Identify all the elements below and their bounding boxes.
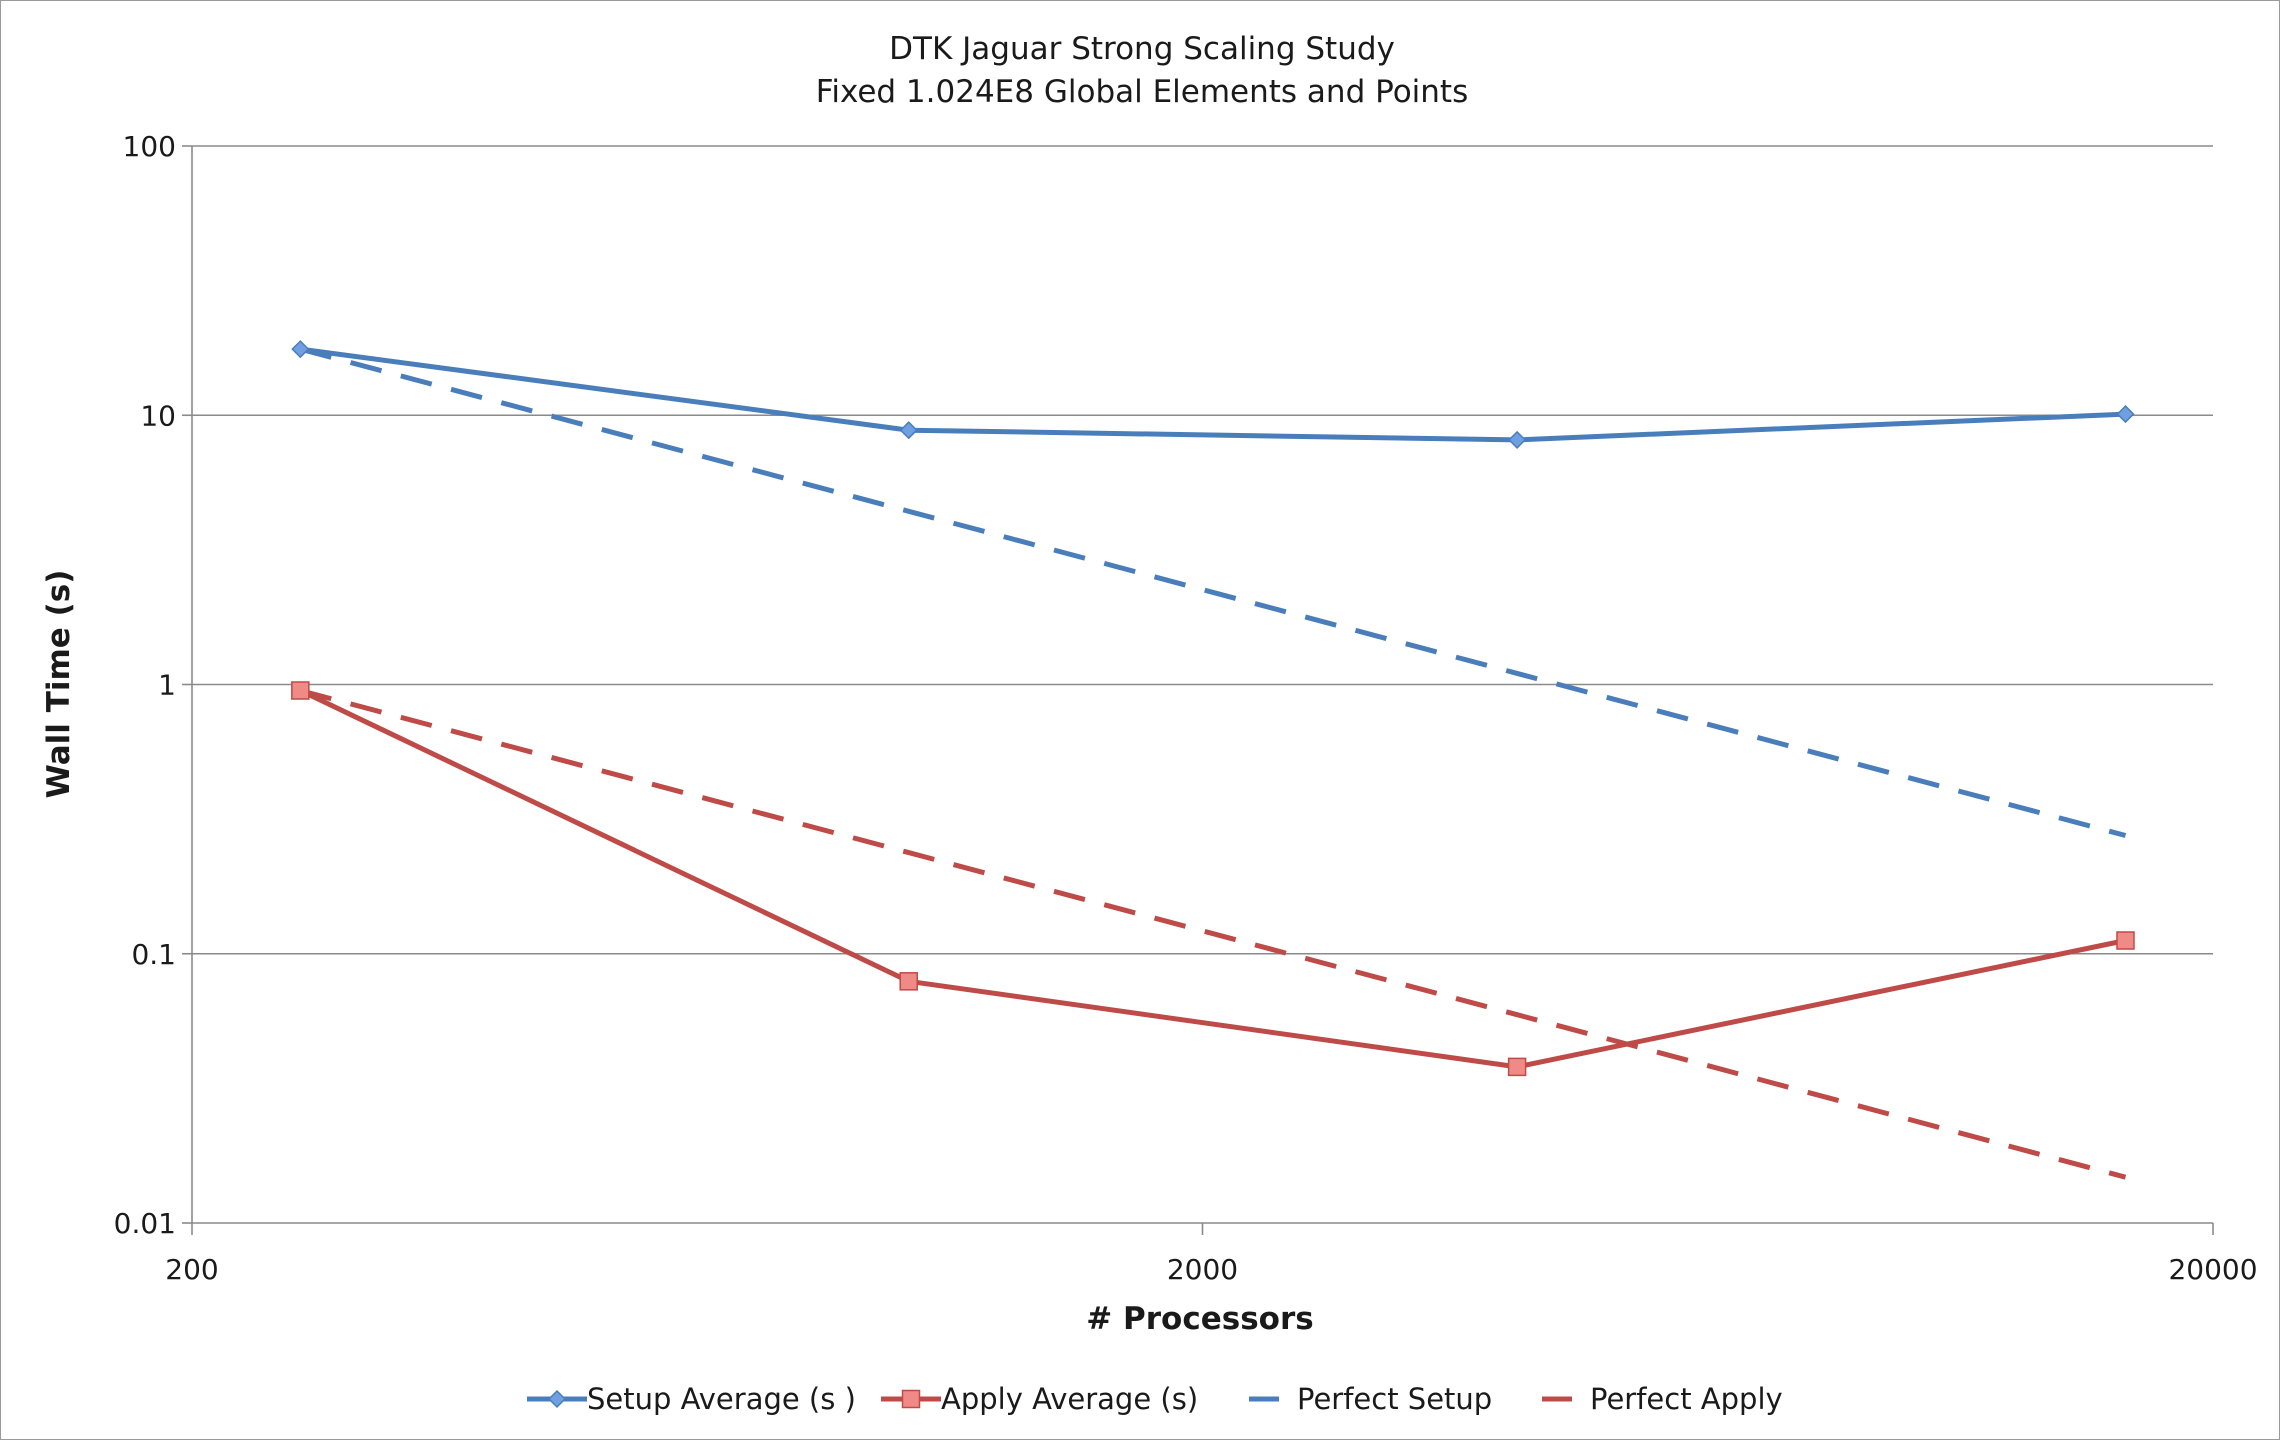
y-tick-label: 1: [158, 669, 176, 702]
data-point-apply-average-s: [291, 681, 310, 700]
y-axis-label: Wall Time (s): [41, 570, 77, 799]
legend: Setup Average (s ) Apply Average (s) Perfe…: [527, 1382, 1783, 1416]
series-markers: [291, 340, 2135, 1077]
series-line-apply-average-s: [299, 688, 2127, 1070]
data-point-setup-average-s: [899, 421, 918, 440]
data-point-setup-average-s: [2116, 405, 2135, 424]
y-tick-label: 10: [140, 399, 176, 432]
tick-labels: 100 10 1 0.1 0.01 200 2000 20000: [114, 130, 2258, 1286]
x-tick-label: 20000: [2168, 1253, 2257, 1286]
data-point-apply-average-s: [1507, 1057, 1527, 1077]
data-point-apply-average-s: [899, 972, 918, 991]
legend-label-perfect-apply: Perfect Apply: [1590, 1382, 1783, 1416]
chart-title-line-1: DTK Jaguar Strong Scaling Study: [889, 31, 1395, 67]
series-lines: [299, 346, 2127, 1180]
legend-entry-perfect-setup: Perfect Setup: [1249, 1382, 1492, 1416]
chart-title-line-2: Fixed 1.024E8 Global Elements and Points: [816, 74, 1468, 110]
x-tick-label: 2000: [1167, 1253, 1238, 1286]
y-tick-label: 100: [123, 130, 176, 163]
legend-entry-perfect-apply: Perfect Apply: [1542, 1382, 1783, 1416]
axes: [182, 145, 2214, 1235]
data-point-setup-average-s: [1508, 430, 1527, 449]
data-point-setup-average-s: [291, 340, 310, 359]
y-tick-label: 0.1: [131, 938, 176, 971]
legend-entry-apply-average-s: Apply Average (s): [881, 1382, 1198, 1416]
series-line-perfect-setup: [299, 346, 2127, 838]
legend-marker-setup-average-s: [547, 1389, 567, 1409]
legend-marker-apply-average-s: [901, 1389, 921, 1409]
series-line-perfect-apply: [299, 688, 2127, 1180]
x-axis-label: # Processors: [1086, 1301, 1313, 1337]
legend-label-setup-average-s: Setup Average (s ): [587, 1382, 856, 1416]
data-point-apply-average-s: [2116, 931, 2135, 950]
gridlines: [192, 145, 2213, 955]
legend-label-apply-average-s: Apply Average (s): [941, 1382, 1198, 1416]
legend-label-perfect-setup: Perfect Setup: [1297, 1382, 1492, 1416]
y-tick-label: 0.01: [114, 1207, 176, 1240]
x-tick-label: 200: [165, 1253, 218, 1286]
legend-entry-setup-average-s: Setup Average (s ): [527, 1382, 856, 1416]
series-line-setup-average-s: [299, 346, 2126, 443]
